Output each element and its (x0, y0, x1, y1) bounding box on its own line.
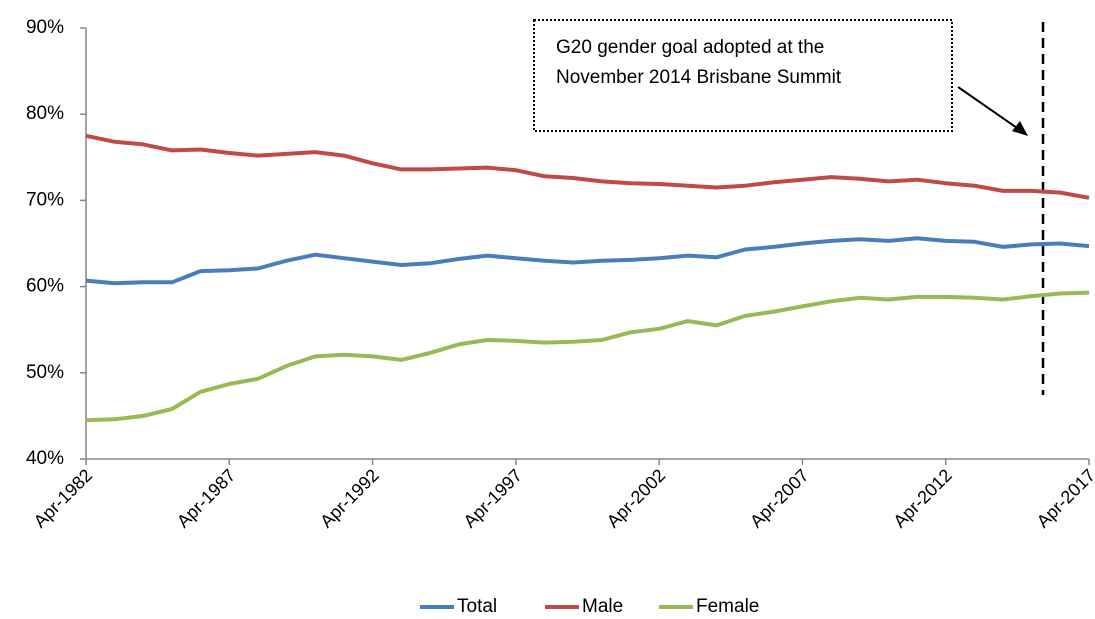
x-tick-label: Apr-1992 (316, 465, 383, 532)
x-tick-label: Apr-2007 (746, 465, 813, 532)
y-tick-label: 70% (26, 189, 64, 210)
y-tick-label: 60% (26, 276, 64, 297)
series-line (85, 236, 1090, 286)
legend-label: Male (582, 596, 623, 617)
annotation-box (533, 19, 953, 132)
annotation-text: G20 gender goal adopted at the (556, 37, 824, 58)
x-tick-label: Apr-1982 (30, 465, 97, 532)
annotation-arrow (957, 86, 1021, 131)
x-tick-label: Apr-2002 (603, 465, 670, 532)
x-tick-label: Apr-2012 (889, 465, 956, 532)
x-tick-label: Apr-1987 (173, 465, 240, 532)
y-tick-label: 50% (26, 362, 64, 383)
arrow-head (1012, 121, 1028, 136)
legend-label: Total (457, 596, 497, 617)
annotation-text: November 2014 Brisbane Summit (556, 67, 842, 88)
y-tick-label: 80% (26, 103, 64, 124)
y-tick-label: 40% (26, 448, 64, 469)
series-line (85, 133, 1090, 200)
y-tick-label: 90% (26, 17, 64, 38)
x-tick-label: Apr-2017 (1033, 465, 1095, 532)
legend-label: Female (696, 596, 759, 617)
series-line (85, 290, 1090, 423)
x-tick-label: Apr-1997 (460, 465, 527, 532)
